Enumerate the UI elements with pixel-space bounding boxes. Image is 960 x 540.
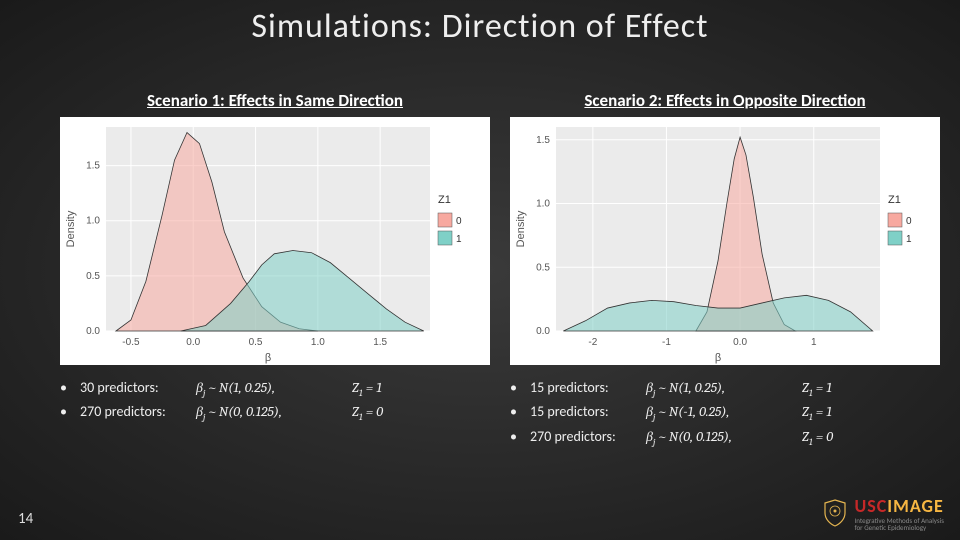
scenario-1-chart: -0.5 0.0 0.5 1.0 1.5 0.0 0.5 1.0 1.5 β Density Z1 0 1 — [60, 117, 490, 365]
svg-text:0.0: 0.0 — [536, 326, 550, 337]
svg-text:1: 1 — [456, 234, 462, 245]
svg-text:1.5: 1.5 — [536, 135, 550, 146]
scenario-1-heading: Scenario 1: Effects in Same Direction — [60, 90, 490, 111]
page-number: 14 — [18, 510, 33, 528]
bullet-row: •270 predictors:βj ~ N(0, 0.125),Z1 = 0 — [60, 401, 490, 425]
bullet-row: •15 predictors:βj ~ N(-1, 0.25),Z1 = 1 — [510, 401, 940, 425]
svg-text:0: 0 — [456, 216, 462, 227]
svg-text:Z1: Z1 — [888, 194, 901, 206]
logo-text-block: USCIMAGE Integrative Methods of Analysis… — [855, 495, 945, 532]
svg-text:0.0: 0.0 — [733, 337, 747, 348]
scenario-2-heading: Scenario 2: Effects in Opposite Directio… — [510, 90, 940, 111]
slide: Simulations: Direction of Effect Scenari… — [0, 0, 960, 540]
svg-text:0.0: 0.0 — [86, 326, 100, 337]
footer-logo: USCIMAGE Integrative Methods of Analysis… — [823, 495, 945, 532]
svg-text:0.5: 0.5 — [86, 271, 100, 282]
svg-text:-1: -1 — [662, 337, 671, 348]
shield-icon — [823, 499, 847, 527]
bullet-row: •15 predictors:βj ~ N(1, 0.25),Z1 = 1 — [510, 377, 940, 401]
logo-subtitle: Integrative Methods of Analysisfor Genet… — [855, 517, 945, 532]
svg-text:1.5: 1.5 — [86, 161, 100, 172]
svg-text:-2: -2 — [588, 337, 597, 348]
svg-text:1.0: 1.0 — [311, 337, 325, 348]
svg-text:0.0: 0.0 — [186, 337, 200, 348]
svg-text:0.5: 0.5 — [249, 337, 263, 348]
slide-title: Simulations: Direction of Effect — [0, 6, 960, 47]
logo-usc: USC — [855, 495, 888, 517]
svg-text:β: β — [715, 352, 721, 364]
scenario-1-bullets: •30 predictors:βj ~ N(1, 0.25),Z1 = 1•27… — [60, 377, 490, 426]
logo-image: IMAGE — [887, 495, 943, 517]
bullet-row: •270 predictors:βj ~ N(0, 0.125),Z1 = 0 — [510, 426, 940, 450]
svg-text:-0.5: -0.5 — [122, 337, 140, 348]
svg-text:Z1: Z1 — [438, 194, 451, 206]
svg-text:1.0: 1.0 — [86, 216, 100, 227]
scenario-2-panel: Scenario 2: Effects in Opposite Directio… — [510, 90, 940, 450]
scenario-2-chart: -2 -1 0.0 1 0.0 0.5 1.0 1.5 β Density Z1 0 1 — [510, 117, 940, 365]
scenario-1-panel: Scenario 1: Effects in Same Direction -0… — [60, 90, 490, 426]
svg-text:1: 1 — [811, 337, 817, 348]
logo-text: USCIMAGE — [855, 495, 945, 517]
svg-text:0.5: 0.5 — [536, 262, 550, 273]
svg-text:1.0: 1.0 — [536, 199, 550, 210]
svg-text:0: 0 — [906, 216, 912, 227]
svg-text:Density: Density — [65, 210, 77, 247]
scenario-2-bullets: •15 predictors:βj ~ N(1, 0.25),Z1 = 1•15… — [510, 377, 940, 450]
svg-text:β: β — [265, 352, 271, 364]
svg-text:1: 1 — [906, 234, 912, 245]
svg-text:1.5: 1.5 — [373, 337, 387, 348]
svg-text:Density: Density — [515, 210, 527, 247]
bullet-row: •30 predictors:βj ~ N(1, 0.25),Z1 = 1 — [60, 377, 490, 401]
